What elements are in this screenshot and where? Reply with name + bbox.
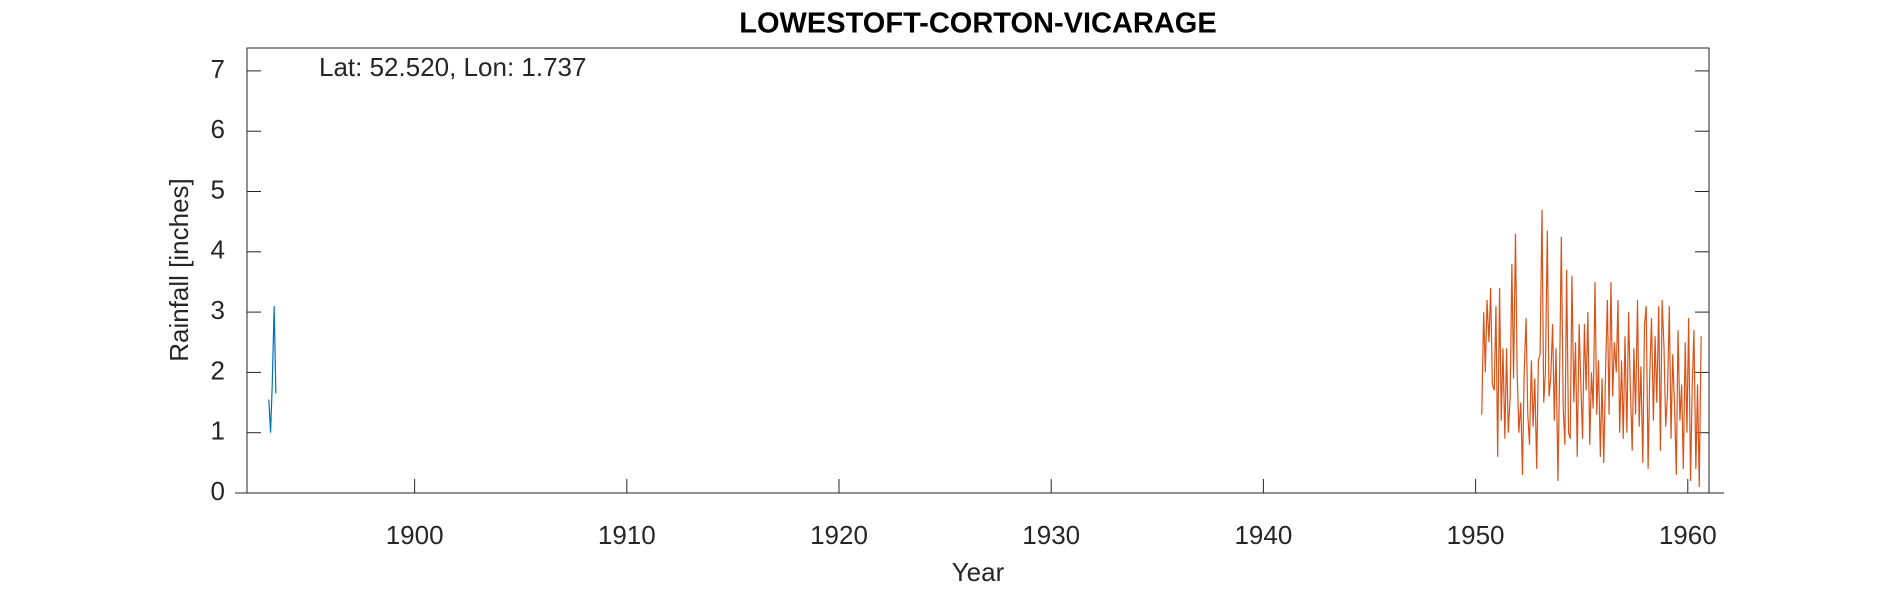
x-tick-label: 1960 <box>1659 520 1717 550</box>
y-tick-label: 5 <box>211 174 225 204</box>
y-tick-label: 4 <box>211 235 225 265</box>
y-tick-label: 3 <box>211 295 225 325</box>
x-tick-label: 1900 <box>386 520 444 550</box>
chart-title: LOWESTOFT-CORTON-VICARAGE <box>739 8 1216 40</box>
x-tick-label: 1910 <box>598 520 656 550</box>
y-axis-label: Rainfall [inches] <box>164 178 194 362</box>
x-tick-label: 1950 <box>1447 520 1505 550</box>
plot-frame <box>246 47 1710 494</box>
y-tick-label: 6 <box>211 114 225 144</box>
y-tick-label: 1 <box>211 416 225 446</box>
line-series <box>268 306 277 433</box>
y-tick-label: 2 <box>211 355 225 385</box>
x-tick-label: 1930 <box>1022 520 1080 550</box>
x-tick-label: 1920 <box>810 520 868 550</box>
y-tick-label: 7 <box>211 54 225 84</box>
line-series <box>1481 209 1702 487</box>
y-tick-label: 0 <box>211 476 225 506</box>
annotation: Lat: 52.520, Lon: 1.737 <box>319 52 586 82</box>
x-axis-label: Year <box>952 557 1005 587</box>
x-tick-label: 1940 <box>1234 520 1292 550</box>
